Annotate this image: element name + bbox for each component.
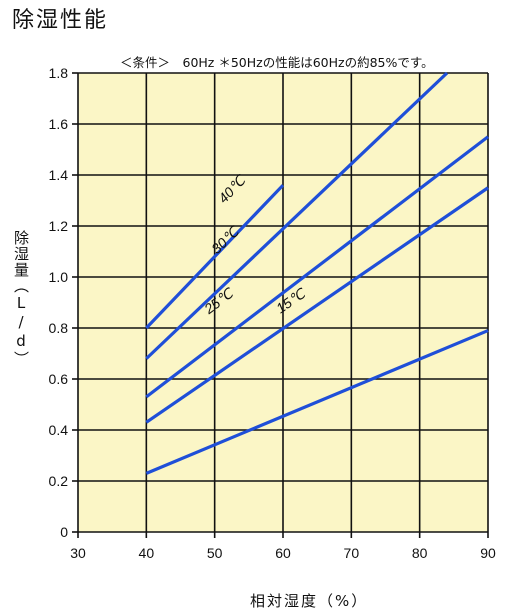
- series-line: [145, 71, 449, 360]
- x-tick-label: 60: [275, 545, 291, 561]
- grid-lines: [72, 72, 489, 538]
- series-line: [145, 186, 489, 424]
- y-axis-label: 除湿量（L/d）: [12, 230, 30, 367]
- series-lines: [145, 71, 489, 475]
- x-tick-label: 40: [139, 545, 155, 561]
- y-tick-label: 1.6: [49, 116, 69, 132]
- condition-note: ＜条件＞ 60Hz ＊50Hzの性能は60Hzの約85%です。: [120, 55, 434, 70]
- y-tick-label: 0: [60, 524, 68, 540]
- series-line: [145, 184, 285, 330]
- y-tick-label: 0.4: [49, 422, 69, 438]
- y-tick-label: 1.4: [49, 167, 69, 183]
- chart-title: 除湿性能: [12, 8, 109, 33]
- series-line: [145, 329, 489, 475]
- y-tick-label: 1.2: [49, 218, 69, 234]
- x-tick-label: 80: [412, 545, 428, 561]
- x-tick-label: 30: [70, 545, 86, 561]
- y-tick-label: 1.0: [49, 269, 69, 285]
- x-tick-label: 90: [480, 545, 496, 561]
- y-tick-label: 0.8: [49, 320, 69, 336]
- y-tick-label: 1.8: [49, 65, 69, 81]
- x-tick-label: 70: [344, 545, 360, 561]
- x-tick-label: 50: [207, 545, 223, 561]
- tick-labels: 30 40 50 60 70 80 90 0 0.2 0.4 0.6 0.8 1.0 1.2 1.4 1.6 1…: [49, 65, 496, 561]
- x-axis-label: 相対湿度（%）: [250, 592, 369, 610]
- y-tick-label: 0.2: [49, 473, 69, 489]
- series-line: [145, 135, 489, 399]
- y-tick-label: 0.6: [49, 371, 69, 387]
